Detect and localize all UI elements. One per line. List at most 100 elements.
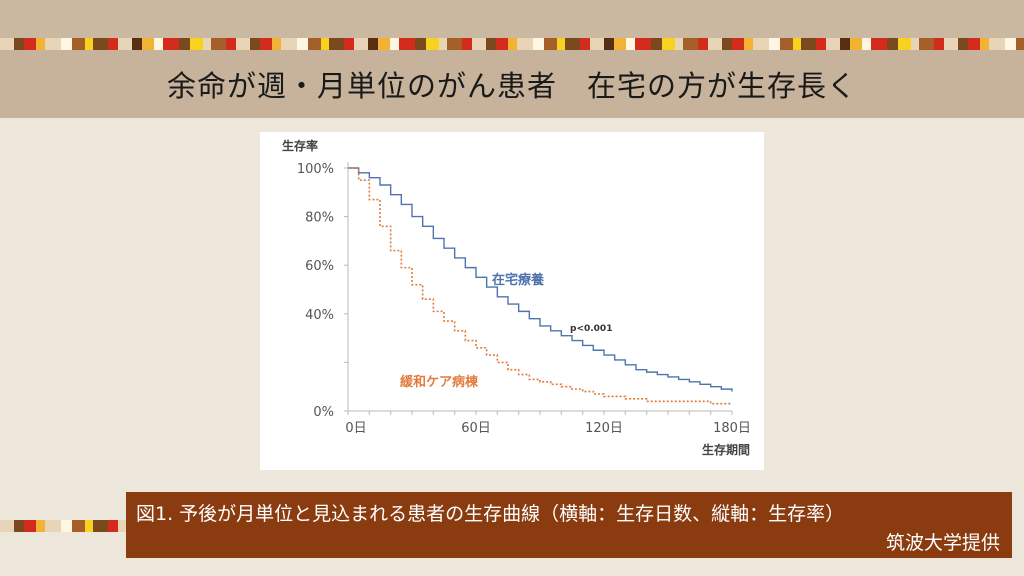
stripe-segment bbox=[604, 38, 614, 50]
y-tick-label: 40% bbox=[305, 308, 334, 323]
stripe-segment bbox=[24, 38, 36, 50]
stripe-segment bbox=[793, 38, 801, 50]
stripe-segment bbox=[61, 520, 72, 532]
top-band bbox=[0, 0, 1024, 38]
stripe-segment bbox=[462, 38, 472, 50]
legend-label-home-care: 在宅療養 bbox=[492, 272, 544, 288]
stripe-segment bbox=[911, 38, 919, 50]
stripe-segment bbox=[344, 38, 354, 50]
stripe-segment bbox=[72, 38, 85, 50]
series-line-palliative-ward bbox=[348, 167, 732, 405]
stripe-segment bbox=[472, 38, 486, 50]
stripe-segment bbox=[211, 38, 226, 50]
stripe-segment bbox=[203, 38, 211, 50]
stripe-segment bbox=[683, 38, 698, 50]
stripe-segment bbox=[321, 38, 329, 50]
x-tick-label: 0日 bbox=[345, 421, 366, 436]
stripe-segment bbox=[272, 38, 281, 50]
slide-title: 余命が週・月単位のがん患者 在宅の方が生存長く bbox=[166, 69, 857, 103]
y-tick-label: 0% bbox=[313, 405, 334, 420]
stripe-segment bbox=[958, 38, 968, 50]
stripe-segment bbox=[297, 38, 308, 50]
stripe-segment bbox=[871, 38, 887, 50]
stripe-segment bbox=[61, 38, 72, 50]
stripe-segment bbox=[826, 38, 840, 50]
stripe-segment bbox=[651, 38, 662, 50]
y-axis-label: 生存率 bbox=[282, 138, 318, 153]
stripe-segment bbox=[533, 38, 544, 50]
stripe-segment bbox=[85, 520, 93, 532]
stripe-segment bbox=[496, 38, 508, 50]
x-tick-label: 120日 bbox=[585, 421, 623, 436]
x-tick-label: 180日 bbox=[713, 421, 751, 436]
stripe-segment bbox=[132, 38, 142, 50]
stripe-segment bbox=[45, 38, 61, 50]
y-tick-label: 80% bbox=[305, 211, 334, 226]
survival-chart: 生存率 生存期間 p<0.001 在宅療養 緩和ケア病棟 0%20%40%60%… bbox=[282, 138, 751, 457]
stripe-segment bbox=[508, 38, 517, 50]
stripe-segment bbox=[426, 38, 439, 50]
stripe-segment bbox=[329, 38, 344, 50]
stripe-segment bbox=[980, 38, 989, 50]
stripe-segment bbox=[0, 520, 14, 532]
y-tick-label: 100% bbox=[297, 162, 334, 177]
stripe-segment bbox=[415, 38, 426, 50]
stripe-segment bbox=[801, 38, 816, 50]
stripe-segment bbox=[14, 38, 24, 50]
stripe-segment bbox=[708, 38, 722, 50]
stripe-segment bbox=[486, 38, 496, 50]
stripe-segment bbox=[260, 38, 272, 50]
stripe-segment bbox=[45, 520, 61, 532]
stripe-segment bbox=[142, 38, 154, 50]
stripe-segment bbox=[308, 38, 321, 50]
stripe-segment bbox=[108, 520, 118, 532]
stripe-segment bbox=[250, 38, 260, 50]
stripe-segment bbox=[732, 38, 744, 50]
stripe-segment bbox=[14, 520, 24, 532]
stripe-segment bbox=[378, 38, 390, 50]
figure-caption: 図1. 予後が月単位と見込まれる患者の生存曲線（横軸：生存日数、縦軸：生存率） bbox=[136, 503, 845, 525]
stripe-segment bbox=[744, 38, 753, 50]
stripe-segment bbox=[580, 38, 590, 50]
stripe-segment bbox=[118, 38, 132, 50]
stripe-segment bbox=[968, 38, 980, 50]
stripe-segment bbox=[163, 38, 179, 50]
stripe-segment bbox=[93, 520, 108, 532]
stripe-segment bbox=[698, 38, 708, 50]
stripe-segment bbox=[36, 38, 45, 50]
stripe-segment bbox=[934, 38, 944, 50]
stripe-segment bbox=[898, 38, 911, 50]
decorative-stripe-bottom bbox=[0, 520, 132, 532]
stripe-segment bbox=[614, 38, 626, 50]
stripe-segment bbox=[36, 520, 45, 532]
stripe-segment bbox=[780, 38, 793, 50]
stripe-segment bbox=[544, 38, 557, 50]
stripe-segment bbox=[354, 38, 368, 50]
stripe-segment bbox=[24, 520, 36, 532]
stripe-segment bbox=[769, 38, 780, 50]
title-band bbox=[0, 50, 1024, 118]
stripe-segment bbox=[753, 38, 769, 50]
stripe-segment bbox=[517, 38, 533, 50]
caption-box: 図1. 予後が月単位と見込まれる患者の生存曲線（横軸：生存日数、縦軸：生存率） … bbox=[126, 492, 1012, 558]
stripe-segment bbox=[887, 38, 898, 50]
x-tick-label: 60日 bbox=[461, 421, 491, 436]
decorative-stripe-top bbox=[0, 38, 1024, 50]
stripe-segment bbox=[626, 38, 635, 50]
stripe-segment bbox=[1005, 38, 1016, 50]
stripe-segment bbox=[179, 38, 190, 50]
x-axis-label: 生存期間 bbox=[702, 442, 750, 457]
stripe-segment bbox=[635, 38, 651, 50]
stripe-segment bbox=[447, 38, 462, 50]
legend-label-palliative-ward: 緩和ケア病棟 bbox=[400, 374, 479, 390]
series-line-home-care bbox=[348, 167, 733, 392]
chart-card: 生存率 生存期間 p<0.001 在宅療養 緩和ケア病棟 0%20%40%60%… bbox=[260, 132, 764, 470]
stripe-segment bbox=[919, 38, 934, 50]
stripe-segment bbox=[1016, 38, 1024, 50]
stripe-segment bbox=[816, 38, 826, 50]
stripe-segment bbox=[190, 38, 203, 50]
stripe-segment bbox=[390, 38, 399, 50]
source-credit: 筑波大学提供 bbox=[885, 532, 1000, 554]
stripe-segment bbox=[154, 38, 163, 50]
stripe-segment bbox=[722, 38, 732, 50]
